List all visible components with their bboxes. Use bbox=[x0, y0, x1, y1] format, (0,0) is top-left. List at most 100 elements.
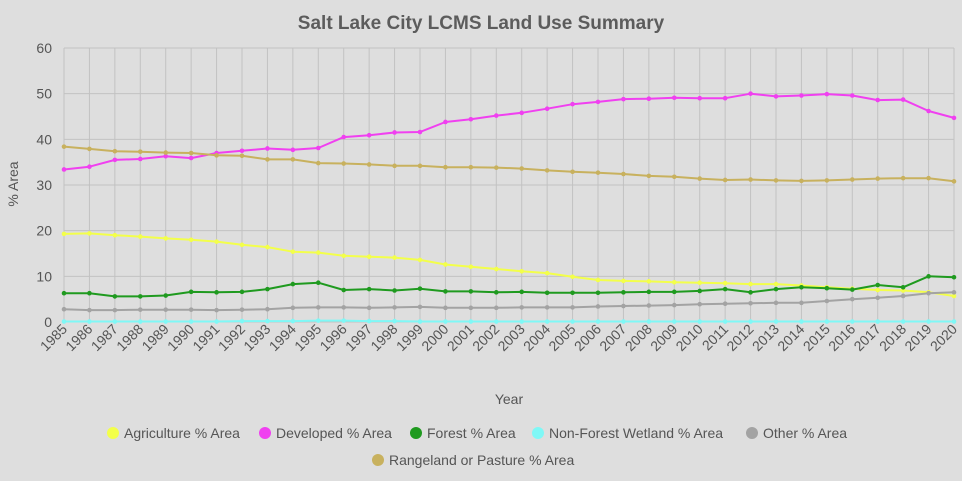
legend-item[interactable]: Agriculture % Area bbox=[107, 425, 240, 441]
data-point[interactable] bbox=[570, 101, 575, 107]
data-point[interactable] bbox=[87, 231, 92, 236]
data-point[interactable] bbox=[900, 288, 906, 293]
data-point[interactable] bbox=[315, 160, 321, 166]
data-point[interactable] bbox=[875, 287, 881, 293]
data-point[interactable] bbox=[849, 319, 855, 324]
data-point[interactable] bbox=[163, 293, 169, 298]
data-point[interactable] bbox=[722, 280, 728, 286]
data-point[interactable] bbox=[468, 164, 474, 170]
data-point[interactable] bbox=[163, 307, 169, 312]
data-point[interactable] bbox=[621, 278, 626, 284]
data-point[interactable] bbox=[163, 236, 169, 241]
data-point[interactable] bbox=[570, 169, 575, 175]
data-point[interactable] bbox=[849, 177, 855, 182]
data-point[interactable] bbox=[61, 319, 67, 324]
data-point[interactable] bbox=[112, 307, 118, 313]
data-point[interactable] bbox=[315, 318, 321, 323]
data-point[interactable] bbox=[468, 319, 474, 324]
data-point[interactable] bbox=[595, 99, 601, 105]
data-point[interactable] bbox=[621, 290, 626, 295]
data-point[interactable] bbox=[493, 266, 499, 272]
data-point[interactable] bbox=[595, 319, 601, 324]
data-point[interactable] bbox=[417, 319, 423, 324]
data-point[interactable] bbox=[87, 319, 92, 324]
data-point[interactable] bbox=[163, 150, 169, 155]
data-point[interactable] bbox=[621, 96, 626, 102]
data-point[interactable] bbox=[137, 307, 143, 312]
data-point[interactable] bbox=[671, 319, 677, 324]
data-point[interactable] bbox=[239, 307, 245, 312]
data-point[interactable] bbox=[87, 164, 92, 170]
data-point[interactable] bbox=[875, 282, 881, 288]
data-point[interactable] bbox=[468, 116, 474, 122]
data-point[interactable] bbox=[265, 244, 270, 250]
data-point[interactable] bbox=[926, 290, 931, 296]
legend-item[interactable]: Forest % Area bbox=[410, 425, 516, 441]
data-point[interactable] bbox=[748, 177, 753, 182]
data-point[interactable] bbox=[214, 239, 219, 244]
data-point[interactable] bbox=[621, 303, 626, 309]
data-point[interactable] bbox=[239, 153, 245, 159]
data-point[interactable] bbox=[824, 91, 830, 97]
data-point[interactable] bbox=[417, 286, 423, 291]
data-point[interactable] bbox=[926, 108, 931, 114]
data-point[interactable] bbox=[646, 96, 652, 101]
data-point[interactable] bbox=[849, 296, 855, 302]
data-point[interactable] bbox=[621, 319, 626, 324]
data-point[interactable] bbox=[646, 303, 652, 308]
data-point[interactable] bbox=[443, 305, 448, 311]
data-point[interactable] bbox=[315, 280, 321, 286]
data-point[interactable] bbox=[493, 305, 499, 311]
data-point[interactable] bbox=[671, 289, 677, 295]
data-point[interactable] bbox=[519, 110, 525, 116]
data-point[interactable] bbox=[671, 279, 677, 285]
data-point[interactable] bbox=[671, 174, 677, 180]
data-point[interactable] bbox=[799, 93, 804, 98]
data-point[interactable] bbox=[544, 270, 550, 276]
data-point[interactable] bbox=[417, 163, 423, 169]
data-point[interactable] bbox=[697, 280, 703, 286]
data-point[interactable] bbox=[671, 95, 677, 101]
data-point[interactable] bbox=[341, 161, 347, 166]
data-point[interactable] bbox=[61, 290, 67, 296]
data-point[interactable] bbox=[366, 305, 372, 311]
data-point[interactable] bbox=[748, 290, 753, 295]
data-point[interactable] bbox=[392, 318, 397, 324]
data-point[interactable] bbox=[799, 300, 804, 306]
data-point[interactable] bbox=[265, 157, 270, 162]
data-point[interactable] bbox=[824, 178, 830, 183]
data-point[interactable] bbox=[773, 300, 779, 306]
data-point[interactable] bbox=[188, 155, 194, 161]
data-point[interactable] bbox=[315, 305, 321, 310]
data-point[interactable] bbox=[621, 171, 626, 177]
data-point[interactable] bbox=[951, 274, 957, 280]
data-point[interactable] bbox=[87, 307, 92, 313]
data-point[interactable] bbox=[544, 290, 550, 296]
data-point[interactable] bbox=[519, 166, 525, 171]
data-point[interactable] bbox=[87, 290, 92, 296]
data-point[interactable] bbox=[519, 289, 525, 295]
data-point[interactable] bbox=[214, 153, 219, 158]
data-point[interactable] bbox=[595, 170, 601, 175]
data-point[interactable] bbox=[493, 165, 499, 170]
data-point[interactable] bbox=[443, 164, 448, 170]
data-point[interactable] bbox=[493, 290, 499, 295]
data-point[interactable] bbox=[265, 286, 270, 292]
data-point[interactable] bbox=[748, 281, 753, 287]
data-point[interactable] bbox=[468, 264, 474, 270]
data-point[interactable] bbox=[315, 145, 321, 151]
data-point[interactable] bbox=[392, 305, 397, 310]
data-point[interactable] bbox=[214, 307, 219, 313]
data-point[interactable] bbox=[112, 232, 118, 238]
data-point[interactable] bbox=[188, 237, 194, 243]
data-point[interactable] bbox=[570, 290, 575, 296]
data-point[interactable] bbox=[214, 290, 219, 295]
data-point[interactable] bbox=[290, 318, 296, 324]
data-point[interactable] bbox=[900, 319, 906, 324]
data-point[interactable] bbox=[112, 319, 118, 324]
data-point[interactable] bbox=[926, 319, 931, 324]
data-point[interactable] bbox=[112, 148, 118, 154]
data-point[interactable] bbox=[392, 288, 397, 293]
data-point[interactable] bbox=[468, 305, 474, 311]
data-point[interactable] bbox=[722, 319, 728, 324]
